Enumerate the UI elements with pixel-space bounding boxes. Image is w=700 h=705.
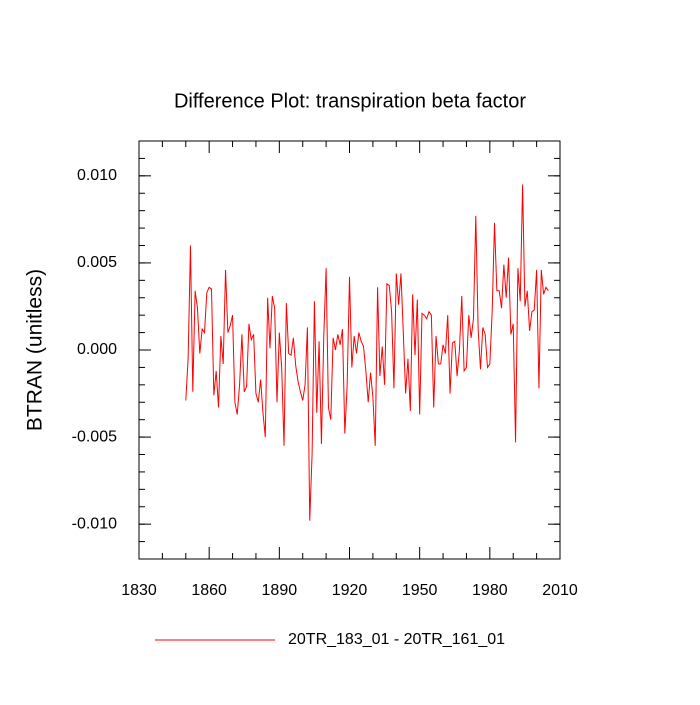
x-tick-label: 1950 <box>402 582 438 599</box>
y-tick-label: -0.010 <box>72 515 117 532</box>
y-tick-label: -0.005 <box>72 428 117 445</box>
data-line <box>185 184 549 521</box>
x-tick-label: 1890 <box>262 582 298 599</box>
y-tick-label: 0.000 <box>77 341 117 358</box>
legend-label: 20TR_183_01 - 20TR_161_01 <box>288 631 505 648</box>
x-tick-label: 1920 <box>332 582 368 599</box>
x-tick-label: 1980 <box>472 582 508 599</box>
y-tick-label: 0.005 <box>77 254 117 271</box>
y-tick-label: 0.010 <box>77 167 117 184</box>
chart-title: Difference Plot: transpiration beta fact… <box>174 90 526 112</box>
x-tick-label: 1860 <box>191 582 227 599</box>
x-tick-label: 1830 <box>121 582 157 599</box>
plot-frame <box>138 140 561 560</box>
y-axis-label: BTRAN (unitless) <box>24 269 47 431</box>
x-tick-label: 2010 <box>542 582 578 599</box>
